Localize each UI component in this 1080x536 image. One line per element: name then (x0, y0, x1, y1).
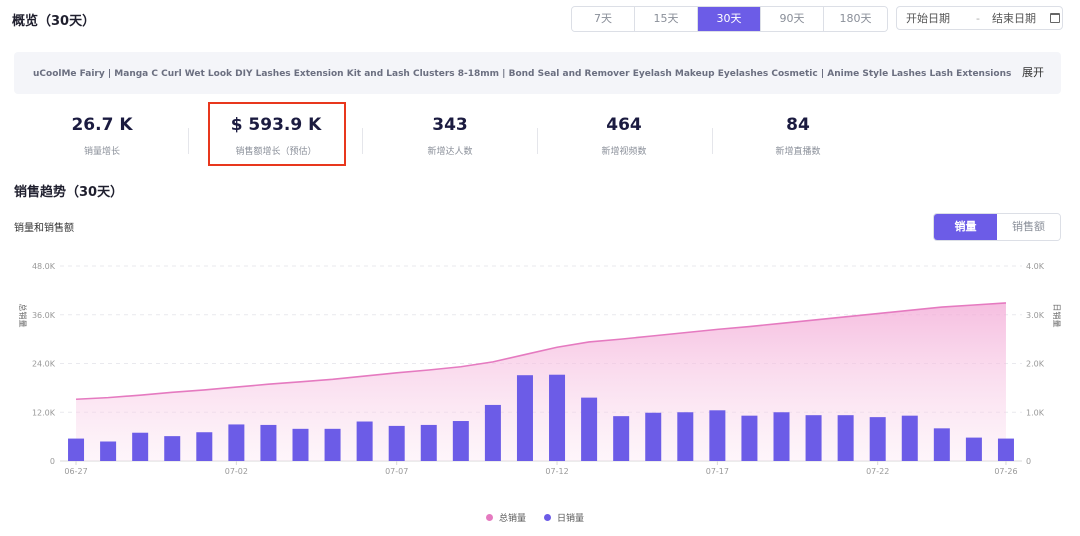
bar-daily[interactable] (869, 417, 886, 461)
stat-divider (537, 128, 538, 154)
stat-divider (188, 128, 189, 154)
y-tick-label-right: 3.0K (1026, 311, 1045, 320)
range-90d-button[interactable]: 90天 (761, 7, 824, 31)
metric-toggle: 销量 销售额 (933, 213, 1061, 241)
bar-daily[interactable] (741, 415, 758, 461)
y-tick-label-right: 4.0K (1026, 262, 1045, 271)
toggle-volume-button[interactable]: 销量 (934, 214, 997, 240)
range-15d-button[interactable]: 15天 (635, 7, 698, 31)
bar-daily[interactable] (292, 428, 309, 461)
bar-daily[interactable] (324, 428, 341, 461)
highlight-box (208, 102, 346, 166)
bar-daily[interactable] (68, 438, 85, 461)
bar-daily[interactable] (100, 441, 117, 462)
x-tick-label: 07-26 (994, 467, 1017, 476)
range-180d-button[interactable]: 180天 (824, 7, 887, 31)
sales-trend-chart: 0 0 12.0K 1.0K 24.0K 2.0K 36.0K 3.0K 48.0K 4.0K 总销… (18, 262, 1062, 476)
stat-sales-growth-value: 26.7 K (71, 115, 133, 135)
x-tick-label: 07-17 (706, 467, 729, 476)
product-banner (14, 52, 1061, 94)
bar-daily[interactable] (132, 432, 149, 461)
y-tick-label-right: 2.0K (1026, 360, 1045, 369)
calendar-icon[interactable] (1049, 13, 1060, 23)
legend-dot-total (486, 514, 493, 521)
stat-divider (712, 128, 713, 154)
x-tick-label: 07-07 (385, 467, 408, 476)
date-separator: - (976, 11, 980, 25)
bar-daily[interactable] (645, 412, 662, 461)
bar-daily[interactable] (196, 432, 213, 461)
y-tick-label-left: 12.0K (32, 408, 56, 417)
x-tick-label: 07-12 (545, 467, 568, 476)
legend-item-total[interactable]: 总销量 (486, 511, 526, 524)
chart-subtitle: 销量和销售额 (14, 223, 74, 234)
chart-legend: 总销量 日销量 (486, 511, 602, 524)
legend-label-daily: 日销量 (557, 514, 585, 524)
bar-daily[interactable] (260, 424, 277, 461)
bar-daily[interactable] (228, 424, 245, 461)
trend-section-title: 销售趋势（30天） (14, 185, 124, 200)
legend-dot-daily (544, 514, 552, 521)
range-selector: 7天 15天 30天 90天 180天 (571, 6, 888, 32)
stat-new-creators-value: 343 (432, 115, 468, 135)
bar-daily[interactable] (388, 425, 405, 461)
stat-new-creators-label: 新增达人数 (427, 147, 473, 157)
bar-daily[interactable] (613, 416, 630, 461)
bar-daily[interactable] (773, 412, 790, 461)
bar-daily[interactable] (581, 397, 598, 461)
bar-daily[interactable] (965, 437, 982, 461)
bar-daily[interactable] (516, 375, 533, 461)
bar-daily[interactable] (933, 428, 950, 461)
bar-daily[interactable] (805, 415, 822, 461)
page-title: 概览（30天） (12, 14, 96, 29)
x-tick-label: 07-02 (225, 467, 248, 476)
stat-new-videos-value: 464 (606, 115, 642, 135)
range-30d-button[interactable]: 30天 (698, 7, 761, 31)
product-description: uCoolMe Fairy | Manga C Curl Wet Look DI… (33, 69, 1013, 79)
bar-daily[interactable] (164, 436, 181, 461)
y-tick-label-left: 24.0K (32, 360, 56, 369)
bar-daily[interactable] (997, 438, 1014, 461)
y-axis-title-left: 总销量 (18, 304, 28, 328)
y-tick-label-left: 36.0K (32, 311, 56, 320)
bar-daily[interactable] (452, 421, 469, 461)
bar-daily[interactable] (549, 374, 566, 461)
stat-revenue-growth-label: 销售额增长（预估） (235, 147, 317, 157)
toggle-revenue-button[interactable]: 销售额 (997, 214, 1060, 240)
stat-divider (362, 128, 363, 154)
stat-new-videos-label: 新增视频数 (601, 147, 647, 157)
stat-new-lives-value: 84 (786, 115, 810, 135)
y-tick-label-right: 1.0K (1026, 408, 1045, 417)
expand-link[interactable]: 展开 (1022, 66, 1044, 79)
x-tick-label: 06-27 (64, 467, 87, 476)
bar-daily[interactable] (709, 410, 726, 461)
bar-daily[interactable] (356, 421, 373, 461)
date-range-picker[interactable]: 开始日期 - 结束日期 (896, 6, 1063, 30)
legend-item-daily[interactable]: 日销量 (544, 511, 584, 524)
date-start-field[interactable]: 开始日期 (906, 12, 950, 25)
series-area-total (76, 302, 1006, 461)
legend-label-total: 总销量 (499, 514, 527, 524)
bar-daily[interactable] (677, 412, 694, 461)
bar-daily[interactable] (837, 415, 854, 461)
stat-new-lives-label: 新增直播数 (775, 147, 821, 157)
y-tick-label-left: 48.0K (32, 262, 56, 271)
y-tick-label-right: 0 (1026, 457, 1031, 466)
x-tick-label: 07-22 (866, 467, 889, 476)
date-end-field[interactable]: 结束日期 (991, 12, 1036, 25)
bar-daily[interactable] (420, 424, 437, 461)
bar-daily[interactable] (484, 404, 501, 461)
range-7d-button[interactable]: 7天 (572, 7, 635, 31)
y-tick-label-left: 0 (50, 457, 55, 466)
stat-revenue-growth-value: $ 593.9 K (230, 115, 322, 135)
y-axis-title-right: 日销量 (1052, 304, 1062, 328)
bar-daily[interactable] (901, 415, 918, 461)
series-line-total (75, 302, 1007, 401)
stat-sales-growth-label: 销量增长 (83, 147, 120, 157)
